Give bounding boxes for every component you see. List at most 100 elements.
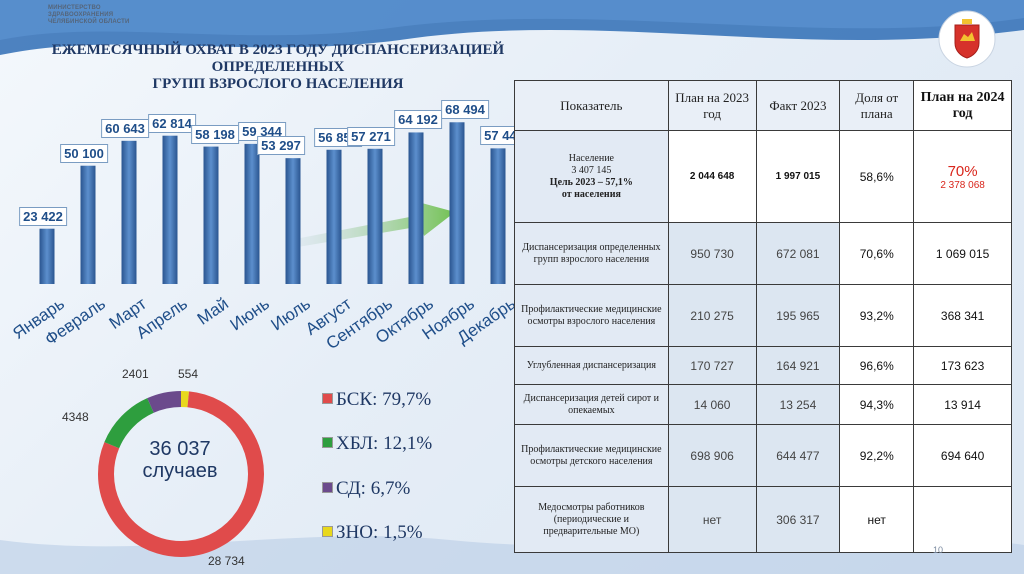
header-plan-2024: План на 2024 год (913, 80, 1012, 131)
row-share: 93,2% (839, 284, 915, 347)
bar-12 (490, 148, 506, 284)
row-share: 70,6% (839, 222, 915, 285)
bar-value-label: 59 344 (238, 121, 286, 141)
population-plan-2024-abs: 2 378 068 (940, 179, 985, 191)
row-plan: 950 730 (667, 222, 757, 285)
bar-4 (162, 135, 178, 284)
cases-donut-chart (98, 391, 264, 557)
donut-label-zno: 554 (178, 367, 199, 381)
row-plan-2024: 13 914 (913, 384, 1012, 425)
bar-value-label: 57 271 (347, 126, 395, 146)
population-cell: Население 3 407 145 Цель 2023 – 57,1% от… (514, 130, 669, 223)
population-plan: 2 044 648 (667, 130, 757, 223)
bar-value-label: 53 297 (257, 136, 305, 156)
legend-text: ЗНО: 1,5% (336, 522, 423, 543)
ministry-line-3: ЧЕЛЯБИНСКОЙ ОБЛАСТИ (48, 19, 130, 25)
population-plan-2024: 70% 2 378 068 (913, 130, 1012, 223)
legend-swatch-icon (322, 482, 333, 493)
legend-text: СД: 6,7% (336, 478, 411, 499)
population-goal: Цель 2023 – 57,1% (549, 176, 633, 188)
table-row: Профилактические медицинские осмотры взр… (514, 284, 1012, 347)
row-name: Диспансеризация детей сирот и опекаемых (514, 384, 669, 425)
donut-label-sd: 2401 (122, 367, 149, 381)
row-fact: 306 317 (755, 486, 841, 553)
donut-label-hbl: 4348 (62, 410, 89, 424)
header-fact-2023: Факт 2023 (755, 80, 841, 131)
table-row: Профилактические медицинские осмотры дет… (514, 424, 1012, 487)
region-emblem-icon (938, 10, 996, 68)
bar-2 (80, 165, 96, 284)
legend-swatch-icon (322, 437, 333, 448)
bar-value-label: 60 643 (101, 118, 149, 138)
ministry-line-1: МИНИСТЕРСТВО (48, 5, 101, 11)
legend-text: БСК: 79,7% (336, 389, 432, 410)
row-fact: 195 965 (755, 284, 841, 347)
legend-item-bsk: БСК: 79,7% (322, 389, 431, 411)
bar-1 (39, 228, 55, 284)
donut-slice-ХБЛ (104, 398, 155, 449)
header-indicator: Показатель (514, 80, 669, 131)
ministry-caption: МИНИСТЕРСТВО ЗДРАВООХРАНЕНИЯ ЧЕЛЯБИНСКОЙ… (48, 5, 130, 26)
page-number: 10 (933, 545, 944, 555)
row-plan-2024: 694 640 (913, 424, 1012, 487)
row-share: 92,2% (839, 424, 915, 487)
bar-5 (203, 146, 219, 284)
row-plan: 698 906 (667, 424, 757, 487)
population-total: 3 407 145 (571, 164, 612, 176)
donut-slice-БСК (98, 391, 264, 557)
row-plan-2024: 368 341 (913, 284, 1012, 347)
population-share: 58,6% (839, 130, 915, 223)
row-name: Профилактические медицинские осмотры дет… (514, 424, 669, 487)
ministry-line-2: ЗДРАВООХРАНЕНИЯ (48, 12, 114, 18)
bar-3 (121, 140, 137, 284)
monthly-bar-chart (39, 122, 506, 284)
table-row: Углубленная диспансеризация 170 727 164 … (514, 346, 1012, 385)
bar-value-label: 50 100 (60, 143, 108, 163)
row-name: Углубленная диспансеризация (514, 346, 669, 385)
bar-10 (408, 132, 424, 284)
table-row: Диспансеризация определенных групп взрос… (514, 222, 1012, 285)
legend-item-sd: СД: 6,7% (322, 478, 410, 500)
bar-9 (367, 148, 383, 284)
bar-8 (326, 149, 342, 284)
legend-text: ХБЛ: 12,1% (336, 433, 433, 454)
legend-item-zno: ЗНО: 1,5% (322, 522, 423, 544)
row-name: Диспансеризация определенных групп взрос… (514, 222, 669, 285)
donut-slice-СД (147, 391, 182, 413)
bar-value-label: 62 814 (148, 113, 196, 133)
donut-total-label: случаев (142, 460, 218, 482)
header-share: Доля от плана (839, 80, 915, 131)
table-row-population: Население 3 407 145 Цель 2023 – 57,1% от… (514, 130, 1012, 223)
row-name: Профилактические медицинские осмотры взр… (514, 284, 669, 347)
bar-value-label: 68 494 (441, 100, 489, 120)
row-share: 96,6% (839, 346, 915, 385)
header-plan-2023: План на 2023 год (667, 80, 757, 131)
legend-item-hbl: ХБЛ: 12,1% (322, 433, 432, 455)
bar-6 (244, 143, 260, 284)
row-plan-2024: 173 623 (913, 346, 1012, 385)
bar-11 (449, 122, 465, 284)
row-plan-2024 (913, 486, 1012, 553)
table-row: Диспансеризация детей сирот и опекаемых … (514, 384, 1012, 425)
title-line-3: ГРУПП ВЗРОСЛОГО НАСЕЛЕНИЯ (152, 76, 404, 92)
population-plan-2024-pct: 70% (947, 162, 978, 180)
bar-value-label: 64 192 (394, 110, 442, 130)
donut-label-bsk: 28 734 (208, 554, 245, 568)
indicators-table: Показатель План на 2023 год Факт 2023 До… (514, 80, 1012, 553)
row-plan: нет (667, 486, 757, 553)
page-title: ЕЖЕМЕСЯЧНЫЙ ОХВАТ В 2023 ГОДУ ДИСПАНСЕРИ… (18, 42, 538, 93)
row-fact: 672 081 (755, 222, 841, 285)
legend-swatch-icon (322, 393, 333, 404)
bar-7 (285, 158, 301, 284)
row-name: Медосмотры работников (периодические и п… (514, 486, 669, 553)
row-fact: 644 477 (755, 424, 841, 487)
row-plan-2024: 1 069 015 (913, 222, 1012, 285)
table-row: Медосмотры работников (периодические и п… (514, 486, 1012, 553)
population-fact: 1 997 015 (755, 130, 841, 223)
title-line-2: ОПРЕДЕЛЕННЫХ (211, 59, 345, 75)
population-goal-suffix: от населения (561, 188, 621, 200)
bar-value-label: 23 422 (19, 206, 67, 226)
population-name: Население (568, 152, 614, 164)
title-line-1: ЕЖЕМЕСЯЧНЫЙ ОХВАТ В 2023 ГОДУ ДИСПАНСЕРИ… (51, 42, 505, 58)
row-share: 94,3% (839, 384, 915, 425)
